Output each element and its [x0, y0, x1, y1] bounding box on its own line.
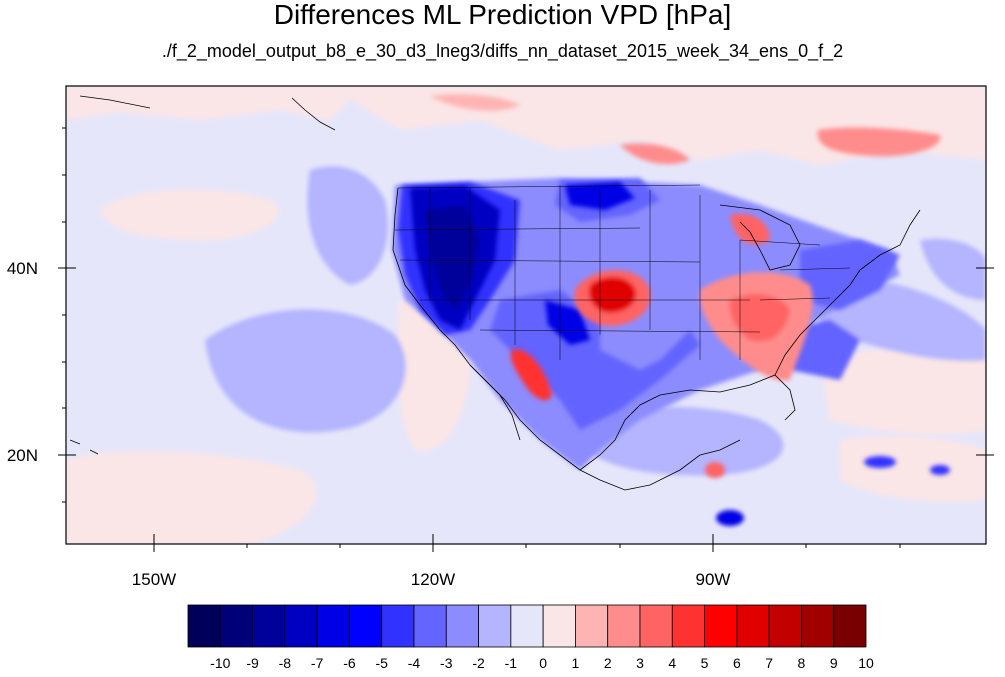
colorbar-label: 1 — [572, 655, 580, 671]
colorbar-swatch — [704, 604, 738, 648]
colorbar-swatch — [478, 604, 512, 648]
colorbar-swatch — [801, 604, 835, 648]
colorbar-swatch — [768, 604, 802, 648]
colorbar-label: -8 — [279, 655, 292, 671]
colorbar-swatch — [284, 604, 318, 648]
map-plot-area — [66, 86, 986, 544]
colorbar-swatch — [413, 604, 447, 648]
coastlines — [69, 95, 921, 491]
colorbar-swatch — [349, 604, 383, 648]
lat-label-20n: 20N — [7, 446, 38, 465]
map-subtitle: ./f_2_model_output_b8_e_30_d3_lneg3/diff… — [161, 41, 844, 61]
colorbar-swatch — [381, 604, 415, 648]
colorbar-swatch — [671, 604, 705, 648]
colorbar-swatch — [639, 604, 673, 648]
colorbar-label: -4 — [408, 655, 421, 671]
inner-ticks — [66, 267, 986, 544]
colorbar-swatch — [542, 604, 576, 648]
colorbar-label: 4 — [668, 655, 676, 671]
map-title: Differences ML Prediction VPD [hPa] — [273, 0, 732, 30]
state-borders — [394, 184, 851, 360]
colorbar-label: -6 — [343, 655, 356, 671]
colorbar-label: 10 — [858, 655, 874, 671]
lon-label-120w: 120W — [411, 570, 455, 589]
colorbar: -10 -9 -8 -7 -6 -5 -4 -3 -2 -1 0 1 2 3 4 5 6 7 8 9 10 — [187, 604, 874, 671]
colorbar-label: 2 — [604, 655, 612, 671]
colorbar-label: 8 — [798, 655, 806, 671]
negative-anomaly-strong-regions — [410, 182, 635, 345]
tropical-anomaly-spots — [705, 456, 950, 526]
colorbar-label: 9 — [830, 655, 838, 671]
colorbar-label: -1 — [505, 655, 518, 671]
land-anomaly-field — [392, 178, 900, 470]
axis-ticks — [58, 127, 994, 552]
colorbar-swatch — [445, 604, 479, 648]
colorbar-swatch — [219, 604, 253, 648]
colorbar-label: -10 — [210, 655, 230, 671]
lat-label-40n: 40N — [7, 259, 38, 278]
colorbar-label: 5 — [701, 655, 709, 671]
positive-anomaly-regions — [66, 86, 986, 544]
lon-label-150w: 150W — [132, 570, 176, 589]
colorbar-label: -2 — [472, 655, 485, 671]
lon-label-90w: 90W — [696, 570, 731, 589]
colorbar-label: 6 — [733, 655, 741, 671]
colorbar-swatch — [607, 604, 641, 648]
colorbar-swatch — [575, 604, 609, 648]
colorbar-label: 3 — [636, 655, 644, 671]
colorbar-swatch — [510, 604, 544, 648]
colorbar-label: 0 — [539, 655, 547, 671]
colorbar-label: -7 — [311, 655, 324, 671]
colorbar-label: -9 — [246, 655, 259, 671]
colorbar-label: -5 — [375, 655, 388, 671]
colorbar-label: -3 — [440, 655, 453, 671]
colorbar-label: 7 — [765, 655, 773, 671]
colorbar-swatch — [187, 604, 221, 648]
colorbar-swatch — [736, 604, 770, 648]
colorbar-swatch — [252, 604, 286, 648]
colorbar-swatch — [833, 604, 867, 648]
colorbar-swatch — [316, 604, 350, 648]
